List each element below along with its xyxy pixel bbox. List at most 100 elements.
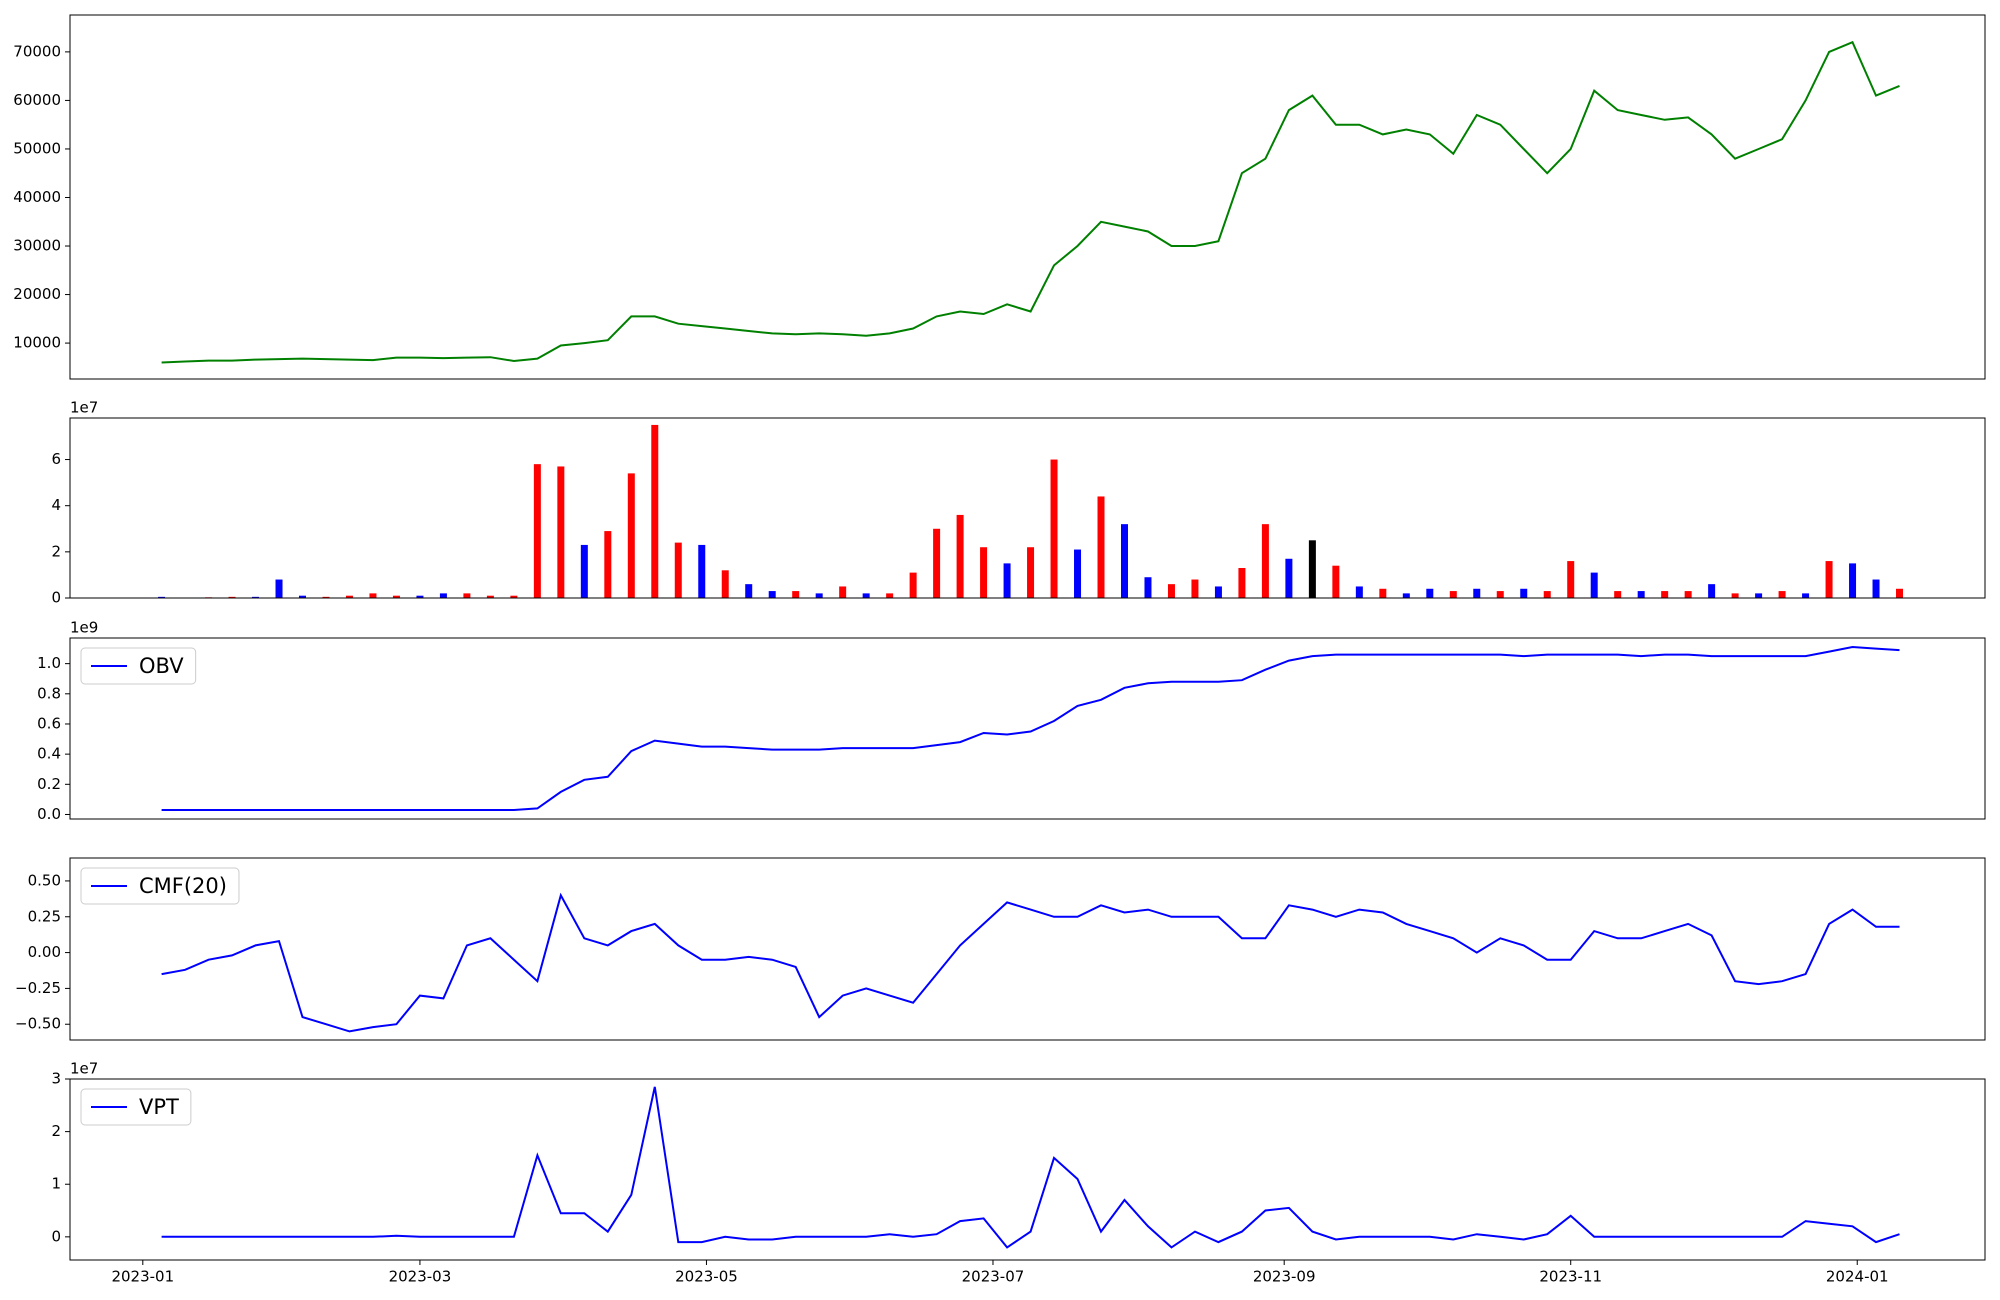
- legend: CMF(20): [80, 867, 240, 905]
- bar: [1896, 588, 1904, 598]
- x-tick-label: 2023-05: [675, 1268, 738, 1286]
- bar: [1074, 549, 1082, 598]
- bar: [557, 466, 565, 598]
- y-tick-label: 0.00: [28, 943, 61, 961]
- bar: [1778, 591, 1786, 598]
- legend: VPT: [80, 1088, 192, 1126]
- y-tick-label: 2: [51, 542, 61, 560]
- bar: [1050, 459, 1058, 598]
- y-tick-label: 0.50: [28, 871, 61, 889]
- bar: [275, 579, 283, 598]
- y-tick-label: 60000: [13, 91, 61, 109]
- y-tick-label: 0: [51, 589, 61, 607]
- x-tick-label: 2023-01: [111, 1268, 174, 1286]
- bar: [862, 593, 870, 598]
- bar: [252, 596, 260, 598]
- y-tick-label: 50000: [13, 139, 61, 157]
- bar: [1027, 547, 1035, 598]
- y-tick-label: 6: [51, 450, 61, 468]
- y-tick-label: 3: [51, 1070, 61, 1088]
- bar: [1449, 591, 1457, 598]
- y-tick-label: 40000: [13, 188, 61, 206]
- bar: [439, 593, 447, 598]
- bar: [1120, 524, 1128, 598]
- bar: [1849, 563, 1857, 598]
- bar: [1825, 561, 1833, 598]
- y-tick-label: 10000: [13, 334, 61, 352]
- bar: [1520, 588, 1528, 598]
- axes-frame: [69, 637, 1986, 820]
- legend: OBV: [80, 647, 197, 685]
- bar: [1637, 591, 1645, 598]
- bar: [486, 595, 494, 598]
- bar: [1543, 591, 1551, 598]
- bar: [1614, 591, 1622, 598]
- y-tick-label: 0.0: [37, 805, 61, 823]
- bar: [1496, 591, 1504, 598]
- legend-box: [80, 867, 240, 905]
- bar: [1402, 593, 1410, 598]
- bar: [886, 593, 894, 598]
- bar: [1590, 572, 1598, 598]
- series-line: [161, 1086, 1900, 1249]
- bar: [1285, 558, 1293, 598]
- bar: [1473, 588, 1481, 598]
- legend-label: CMF(20): [139, 874, 227, 898]
- bar: [651, 424, 659, 598]
- bar: [792, 591, 800, 598]
- y-tick-label: 0.8: [37, 684, 61, 702]
- bar: [909, 572, 917, 598]
- bar: [1426, 588, 1434, 598]
- series-line: [161, 40, 1900, 364]
- bar: [1802, 593, 1810, 598]
- axes-frame: [69, 857, 1986, 1041]
- bar: [1872, 579, 1880, 598]
- bar: [228, 596, 236, 598]
- y-tick-label: 30000: [13, 237, 61, 255]
- bar: [322, 596, 330, 598]
- y-tick-label: 0.2: [37, 775, 61, 793]
- bar: [674, 542, 682, 598]
- series-line: [161, 892, 1900, 1033]
- bar: [1755, 593, 1763, 598]
- bar: [1708, 584, 1716, 598]
- y-tick-label: 4: [51, 496, 61, 514]
- bar: [1003, 563, 1011, 598]
- offset-label: 1e7: [70, 399, 98, 417]
- bar: [345, 595, 353, 598]
- y-tick-label: 0.25: [28, 907, 61, 925]
- bar: [533, 464, 541, 598]
- bar: [839, 586, 847, 598]
- y-tick-label: −0.25: [15, 979, 61, 997]
- bar: [463, 593, 471, 598]
- bar: [416, 595, 424, 598]
- legend-label: VPT: [139, 1095, 179, 1119]
- bar: [158, 596, 166, 598]
- x-tick-label: 2023-03: [389, 1268, 452, 1286]
- bar: [1261, 524, 1269, 598]
- bar: [721, 570, 729, 598]
- bar: [745, 584, 753, 598]
- bar: [956, 514, 964, 598]
- axes-frame: [69, 14, 1986, 380]
- y-tick-label: 70000: [13, 42, 61, 60]
- bar: [1214, 586, 1222, 598]
- legend-box: [80, 647, 197, 685]
- x-tick-label: 2023-09: [1253, 1268, 1316, 1286]
- bar: [980, 547, 988, 598]
- legend-label: OBV: [139, 654, 184, 678]
- offset-label: 1e7: [70, 1060, 98, 1078]
- bar: [1684, 591, 1692, 598]
- bar: [1144, 577, 1152, 598]
- axes-frame: [69, 417, 1986, 599]
- bar: [627, 473, 635, 598]
- bar: [815, 593, 823, 598]
- y-tick-label: −0.50: [15, 1015, 61, 1033]
- y-tick-label: 0.4: [37, 745, 61, 763]
- bar: [698, 544, 706, 598]
- bar: [1167, 584, 1175, 598]
- legend-box: [80, 1088, 192, 1126]
- bar: [1567, 561, 1575, 598]
- offset-label: 1e9: [70, 619, 98, 637]
- y-tick-label: 1.0: [37, 654, 61, 672]
